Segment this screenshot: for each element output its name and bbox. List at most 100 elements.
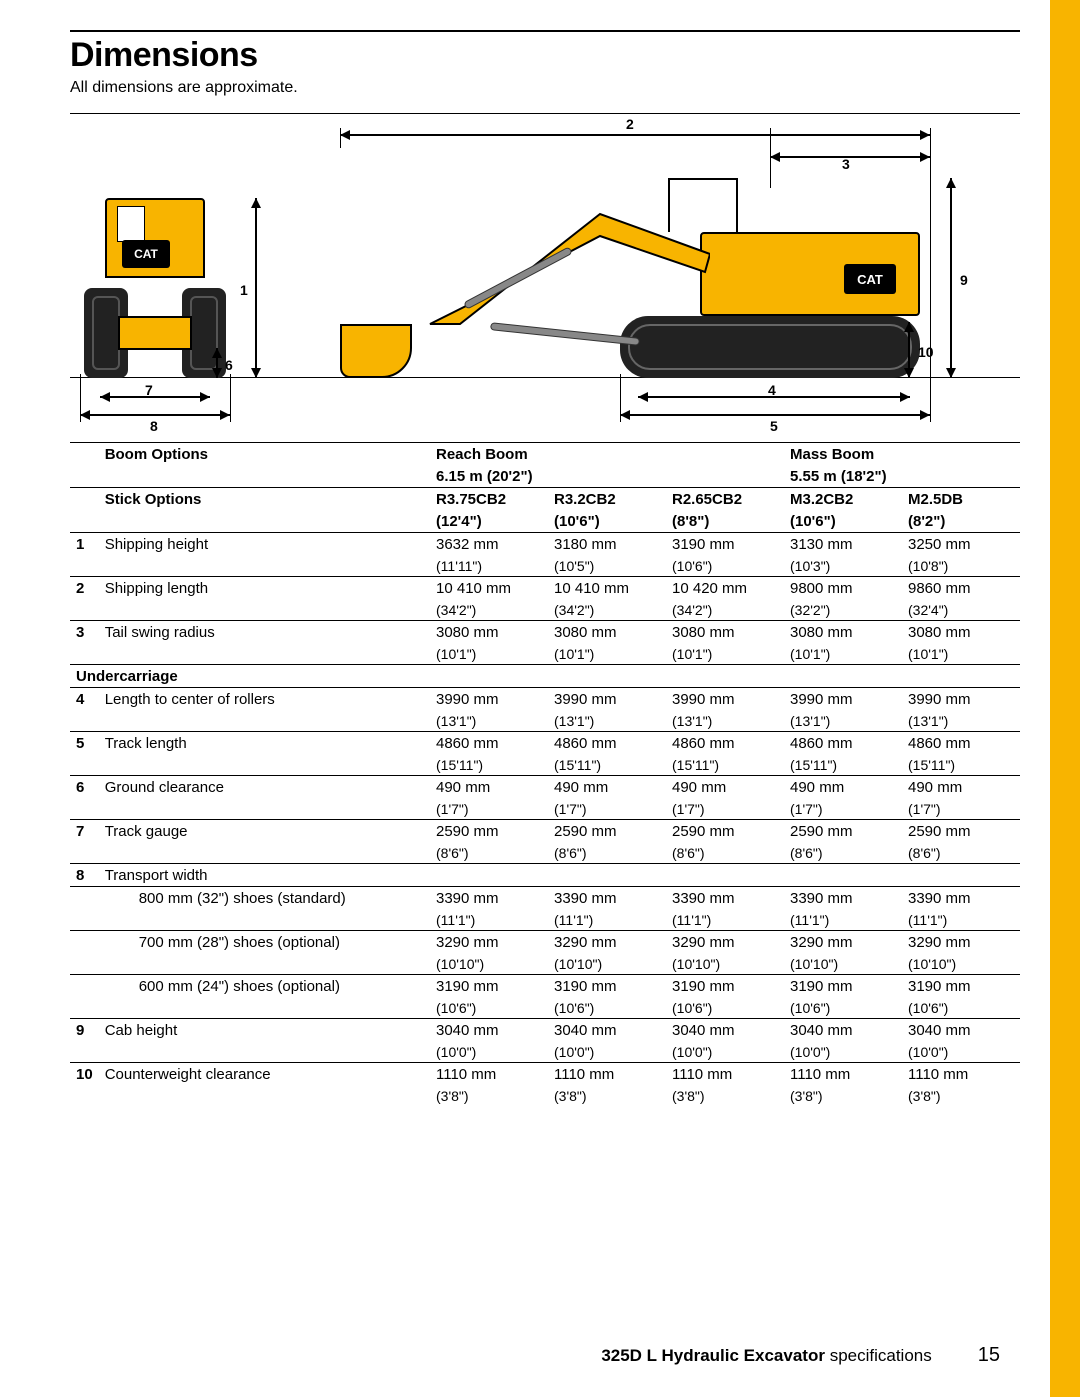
dim-imperial: (8'6") — [666, 842, 784, 864]
front-carbody — [118, 316, 192, 350]
stick-code: M2.5DB — [902, 488, 1020, 511]
dim-metric: 1110 mm — [784, 1063, 902, 1086]
dim-imperial: (11'1") — [902, 909, 1020, 931]
tick — [80, 374, 81, 422]
dim-arrow-6 — [216, 348, 218, 378]
dim-label-6: 6 — [225, 357, 233, 373]
dim-label-10: 10 — [918, 344, 934, 360]
stick-options-label: Stick Options — [99, 488, 430, 511]
dim-imperial: (11'1") — [666, 909, 784, 931]
dim-imperial: (10'1") — [784, 643, 902, 665]
row-num: 5 — [70, 732, 99, 755]
dim-imperial: (10'6") — [666, 997, 784, 1019]
dim-metric: 1110 mm — [666, 1063, 784, 1086]
dim-metric: 3390 mm — [666, 887, 784, 910]
dim-metric: 3130 mm — [784, 533, 902, 556]
side-boom — [400, 194, 710, 334]
row-num: 9 — [70, 1019, 99, 1042]
dim-metric: 3190 mm — [430, 975, 548, 998]
brand-badge-side: CAT — [844, 264, 896, 294]
dim-metric: 3040 mm — [666, 1019, 784, 1042]
dim-metric: 1110 mm — [902, 1063, 1020, 1086]
dim-metric: 10 410 mm — [430, 577, 548, 600]
row-label: Cab height — [99, 1019, 430, 1042]
dim-metric: 3290 mm — [430, 931, 548, 954]
dim-metric: 2590 mm — [902, 820, 1020, 843]
dim-imperial: (13'1") — [548, 710, 666, 732]
stick-code: M3.2CB2 — [784, 488, 902, 511]
dim-metric: 3180 mm — [548, 533, 666, 556]
row-num: 8 — [70, 864, 99, 887]
dim-imperial: (15'11") — [666, 754, 784, 776]
brand-badge: CAT — [122, 240, 170, 268]
dim-imperial: (3'8") — [666, 1085, 784, 1106]
row-num: 1 — [70, 533, 99, 556]
footer-suffix: specifications — [830, 1346, 932, 1365]
dim-metric: 9800 mm — [784, 577, 902, 600]
dim-imperial: (1'7") — [430, 798, 548, 820]
dim-imperial: (3'8") — [548, 1085, 666, 1106]
boom-options-label: Boom Options — [99, 443, 430, 466]
dim-label-9: 9 — [960, 272, 968, 288]
dim-imperial: (11'1") — [548, 909, 666, 931]
row-num: 6 — [70, 776, 99, 799]
dim-imperial: (10'8") — [902, 555, 1020, 577]
dim-arrow-9 — [950, 178, 952, 378]
dim-metric: 10 410 mm — [548, 577, 666, 600]
row-sublabel: 700 mm (28") shoes (optional) — [99, 931, 430, 954]
dim-imperial: (10'10") — [666, 953, 784, 975]
dim-metric: 1110 mm — [548, 1063, 666, 1086]
dim-metric: 3040 mm — [902, 1019, 1020, 1042]
dim-imperial: (10'5") — [548, 555, 666, 577]
row-label: Counterweight clearance — [99, 1063, 430, 1086]
dim-imperial: (3'8") — [430, 1085, 548, 1106]
reach-boom-size: 6.15 m (20'2") — [430, 465, 784, 488]
dim-metric: 3250 mm — [902, 533, 1020, 556]
dim-imperial: (15'11") — [548, 754, 666, 776]
stick-size: (10'6") — [548, 510, 666, 533]
stick-code: R3.2CB2 — [548, 488, 666, 511]
section-subtitle: All dimensions are approximate. — [70, 79, 1020, 97]
row-label: Shipping height — [99, 533, 430, 556]
dim-imperial: (10'0") — [548, 1041, 666, 1063]
row-num: 10 — [70, 1063, 99, 1086]
row-num — [70, 931, 99, 954]
row-num: 7 — [70, 820, 99, 843]
dimensions-table: Boom OptionsReach BoomMass Boom6.15 m (2… — [70, 442, 1020, 1106]
dim-imperial: (10'6") — [430, 997, 548, 1019]
dim-imperial: (10'6") — [784, 997, 902, 1019]
dim-metric: 3040 mm — [548, 1019, 666, 1042]
dim-metric: 3390 mm — [784, 887, 902, 910]
dim-imperial: (10'6") — [902, 997, 1020, 1019]
stick-size: (8'2") — [902, 510, 1020, 533]
dim-label-3: 3 — [842, 156, 850, 172]
dim-imperial: (10'0") — [784, 1041, 902, 1063]
side-bucket — [340, 324, 412, 378]
dim-imperial: (1'7") — [548, 798, 666, 820]
dim-metric: 490 mm — [902, 776, 1020, 799]
dim-imperial: (13'1") — [430, 710, 548, 732]
dim-arrow-5 — [620, 414, 930, 416]
dim-imperial: (34'2") — [430, 599, 548, 621]
dim-imperial: (32'4") — [902, 599, 1020, 621]
dim-imperial: (10'10") — [548, 953, 666, 975]
dim-imperial: (10'0") — [666, 1041, 784, 1063]
dim-imperial: (10'0") — [430, 1041, 548, 1063]
dim-imperial: (10'10") — [430, 953, 548, 975]
undercarriage-label: Undercarriage — [70, 665, 1020, 688]
dimension-diagram: CAT 1 6 7 8 CAT — [70, 128, 1020, 428]
dim-label-5: 5 — [770, 418, 778, 434]
dim-metric: 490 mm — [784, 776, 902, 799]
dim-metric: 4860 mm — [666, 732, 784, 755]
row-num: 2 — [70, 577, 99, 600]
dim-metric: 9860 mm — [902, 577, 1020, 600]
dim-arrow-1 — [255, 198, 257, 378]
dim-metric: 3190 mm — [666, 975, 784, 998]
dim-imperial: (13'1") — [666, 710, 784, 732]
dim-arrow-7 — [100, 396, 210, 398]
dim-imperial: (3'8") — [902, 1085, 1020, 1106]
dim-imperial: (32'2") — [784, 599, 902, 621]
dim-imperial: (15'11") — [430, 754, 548, 776]
dim-arrow-8 — [80, 414, 230, 416]
tick — [930, 374, 931, 422]
